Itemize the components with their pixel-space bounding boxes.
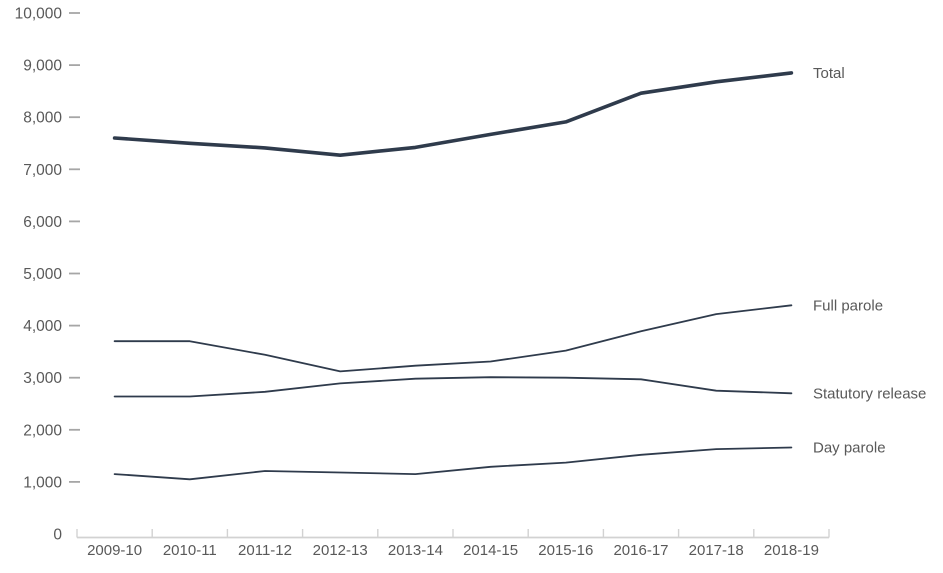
x-axis-tick-label: 2013-14 — [388, 542, 443, 559]
y-axis-tick-label: 5,000 — [23, 266, 62, 283]
y-axis-tick-label: 10,000 — [15, 6, 63, 23]
x-axis-tick-label: 2018-19 — [764, 542, 819, 559]
y-axis-tick-label: 4,000 — [23, 318, 62, 335]
y-axis-tick-label: 7,000 — [23, 162, 62, 179]
y-axis-tick-label: 8,000 — [23, 110, 62, 127]
x-axis-tick-label: 2009-10 — [87, 542, 142, 559]
series-line-full-parole — [113, 304, 793, 373]
y-axis-tick-label: 6,000 — [23, 214, 62, 231]
x-axis-tick-label: 2017-18 — [689, 542, 744, 559]
series-label-statutory-release: Statutory release — [813, 385, 926, 402]
series-label-total: Total — [813, 65, 845, 82]
x-axis-tick-label: 2012-13 — [313, 542, 368, 559]
y-axis-tick-label: 0 — [53, 527, 62, 544]
x-axis-tick-label: 2011-12 — [238, 542, 292, 559]
series-line-total — [112, 71, 794, 157]
y-axis-tick-label: 9,000 — [23, 58, 62, 75]
y-axis-tick-label: 2,000 — [23, 422, 62, 439]
series-label-full-parole: Full parole — [813, 297, 883, 314]
x-axis-tick-label: 2010-11 — [163, 542, 217, 559]
series-label-day-parole: Day parole — [813, 440, 886, 457]
series-line-day-parole — [113, 446, 793, 481]
x-axis-tick-label: 2016-17 — [613, 542, 668, 559]
y-axis-tick-label: 1,000 — [23, 474, 62, 491]
series-line-statutory-release — [113, 376, 793, 398]
x-axis-tick-label: 2014-15 — [463, 542, 518, 559]
x-axis-tick-label: 2015-16 — [538, 542, 593, 559]
y-axis-tick-label: 3,000 — [23, 370, 62, 387]
